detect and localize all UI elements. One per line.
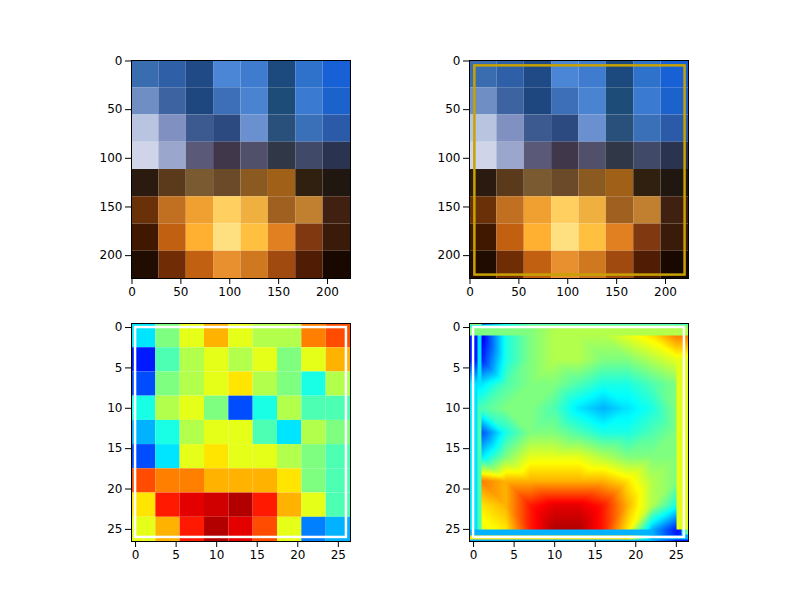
svg-text:5: 5	[172, 548, 180, 562]
svg-text:5: 5	[453, 361, 461, 375]
svg-text:100: 100	[218, 285, 241, 299]
svg-text:200: 200	[654, 285, 677, 299]
svg-text:100: 100	[438, 151, 461, 165]
svg-text:0: 0	[453, 320, 461, 334]
svg-text:0: 0	[453, 54, 461, 68]
svg-text:200: 200	[438, 248, 461, 262]
svg-text:15: 15	[250, 548, 265, 562]
svg-text:50: 50	[107, 102, 122, 116]
svg-text:0: 0	[466, 285, 474, 299]
svg-text:150: 150	[100, 200, 123, 214]
svg-text:25: 25	[107, 522, 122, 536]
svg-text:10: 10	[107, 401, 122, 415]
svg-text:50: 50	[511, 285, 526, 299]
svg-text:150: 150	[267, 285, 290, 299]
svg-text:200: 200	[316, 285, 339, 299]
svg-text:200: 200	[100, 248, 123, 262]
svg-text:25: 25	[331, 548, 346, 562]
svg-text:15: 15	[588, 548, 603, 562]
svg-text:50: 50	[173, 285, 188, 299]
svg-text:20: 20	[628, 548, 643, 562]
svg-text:50: 50	[445, 102, 460, 116]
svg-text:0: 0	[115, 320, 123, 334]
svg-text:10: 10	[209, 548, 224, 562]
svg-text:0: 0	[470, 548, 478, 562]
svg-text:10: 10	[445, 401, 460, 415]
svg-text:0: 0	[115, 54, 123, 68]
svg-text:150: 150	[605, 285, 628, 299]
svg-text:15: 15	[445, 441, 460, 455]
svg-text:5: 5	[115, 361, 123, 375]
svg-text:0: 0	[128, 285, 136, 299]
svg-text:20: 20	[445, 482, 460, 496]
svg-text:100: 100	[556, 285, 579, 299]
svg-text:5: 5	[510, 548, 518, 562]
svg-text:20: 20	[290, 548, 305, 562]
svg-text:150: 150	[438, 200, 461, 214]
svg-text:15: 15	[107, 441, 122, 455]
svg-text:100: 100	[100, 151, 123, 165]
svg-text:10: 10	[547, 548, 562, 562]
svg-text:25: 25	[445, 522, 460, 536]
svg-text:20: 20	[107, 482, 122, 496]
svg-text:0: 0	[132, 548, 140, 562]
svg-text:25: 25	[669, 548, 684, 562]
